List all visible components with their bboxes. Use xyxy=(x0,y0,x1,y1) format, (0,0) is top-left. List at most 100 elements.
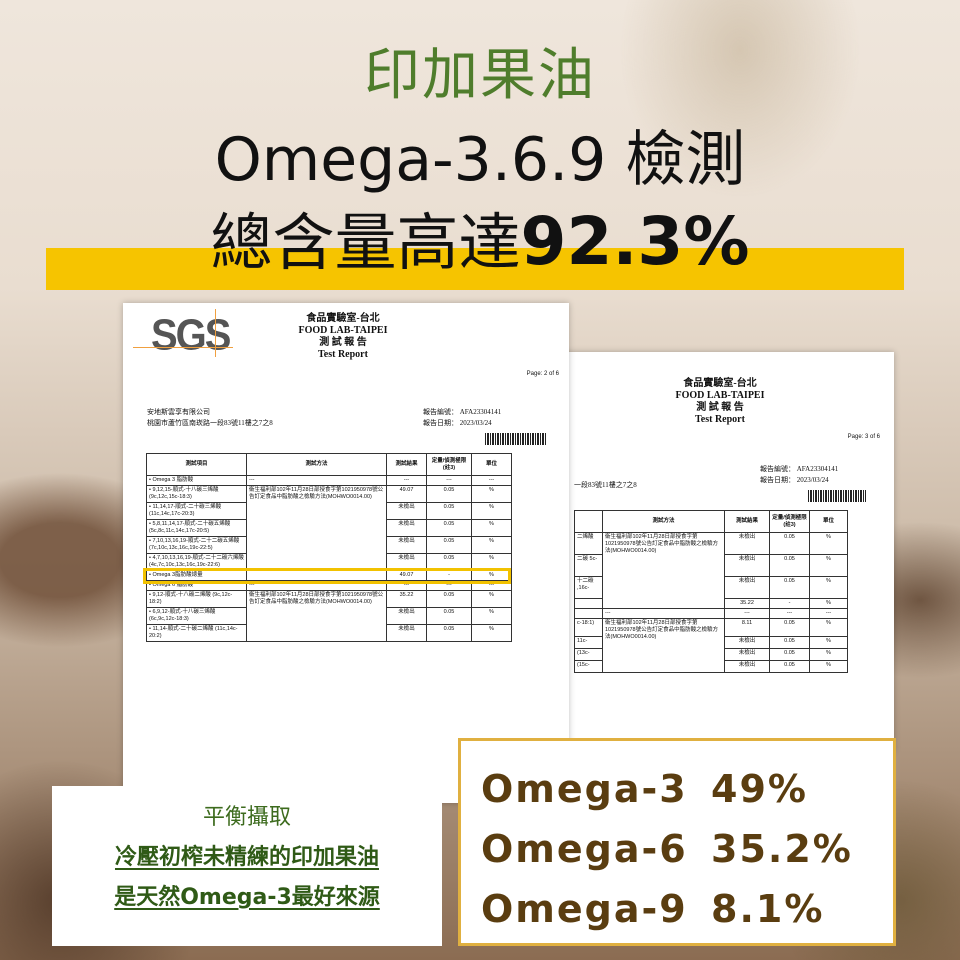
table-cell: 衛生福利部102年11月28日部授食字第1021950978號公告訂定食品中脂肪… xyxy=(602,618,725,673)
table-row: • 11,14-順式-二十碳二烯酸 (11c,14c-20:2) 未檢出 0.05% xyxy=(146,624,512,642)
table-cell: % xyxy=(471,536,512,554)
table-cell: % xyxy=(471,570,512,581)
table-cell: --- xyxy=(769,608,810,619)
table-cell: --- xyxy=(426,475,472,486)
total-content-title: 總含量高達92.3% xyxy=(0,203,960,280)
total-value: 92.3% xyxy=(520,203,750,280)
table-row: --- --- --- --- xyxy=(574,608,848,619)
company-info: 安地斯雲享有限公司 桃園市蘆竹區南崁路一段83號11樓之7之8 xyxy=(147,407,273,429)
table-cell: % xyxy=(471,624,512,642)
table-cell: 未檢出 xyxy=(386,553,427,571)
table-cell: 8.11 xyxy=(724,618,770,637)
table-cell: 0.05 xyxy=(426,607,472,625)
page-number: Page: 3 of 6 xyxy=(847,434,880,440)
table-cell: % xyxy=(809,576,848,599)
table-cell: % xyxy=(809,636,848,649)
table-cell: (15c- xyxy=(574,660,603,673)
table-row: c-18:1) 衛生福利部102年11月28日部授食字第1021950978號公告… xyxy=(574,618,848,673)
table-cell: 二烯酸 xyxy=(574,532,603,555)
table-cell: 0.05 xyxy=(426,624,472,642)
table-cell: % xyxy=(471,485,512,503)
table-row: • Omega 6 脂肪酸 --- --- --- --- xyxy=(146,580,512,591)
table-cell: 49.07 xyxy=(386,570,427,581)
table-cell: % xyxy=(471,502,512,520)
table-cell: % xyxy=(471,590,512,608)
title-zh: 測 試 報 告 xyxy=(696,402,744,413)
table-cell: --- xyxy=(471,580,512,591)
logo-line xyxy=(133,347,233,348)
note-heading: 平衡攝取 xyxy=(202,805,291,830)
omega-row: Omega-6 35.2% xyxy=(481,819,893,879)
table-cell: --- xyxy=(246,580,387,591)
table-cell: --- xyxy=(386,580,427,591)
omega-row: Omega-9 8.1% xyxy=(481,879,893,939)
table-row: • 9,12-順式-十八碳二烯酸 (9c,12c-18:2) 衛生福利部102年1… xyxy=(146,590,512,642)
table-cell: 0.05 xyxy=(769,648,810,661)
table-row: (15c- 未檢出 0.05% xyxy=(574,660,848,673)
column-header: 單位 xyxy=(471,453,512,476)
table-cell: • Omega 3脂肪酸總量 xyxy=(146,570,247,581)
table-cell: 0.05 xyxy=(769,532,810,555)
table-cell: c-18:1) xyxy=(574,618,603,637)
omega-name: Omega-6 xyxy=(481,827,688,871)
table-cell: 0.05 xyxy=(769,636,810,649)
column-header: 測試方法 xyxy=(246,453,387,476)
report-date: 2023/03/24 xyxy=(459,419,492,427)
title-zh: 測 試 報 告 xyxy=(319,337,367,348)
table-row: • 5,8,11,14,17-順式-二十碳五烯酸(5c,8c,11c,14c,1… xyxy=(146,519,512,537)
table-cell: • 11,14,17-順式-二十碳三烯酸(11c,14c,17c-20:3) xyxy=(146,502,247,520)
table-row: • Omega 3 脂肪酸 --- --- --- --- xyxy=(146,475,512,486)
table-cell: % xyxy=(809,660,848,673)
table-cell: 衛生福利部102年11月28日部授食字第1021950978號公告訂定食品中脂肪… xyxy=(602,532,725,609)
report-meta: 報告編號： AFA23304141 報告日期： 2023/03/24 xyxy=(423,407,501,429)
table-cell: 未檢出 xyxy=(386,519,427,537)
column-header xyxy=(574,510,603,533)
table-cell: --- xyxy=(809,608,848,619)
address: 桃園市蘆竹區南崁路一段83號11樓之7之8 xyxy=(147,419,273,427)
company: 安地斯雲享有限公司 xyxy=(147,408,210,416)
table-row: 二烯酸 衛生福利部102年11月28日部授食字第1021950978號公告訂定食品… xyxy=(574,532,848,609)
table-cell: 未檢出 xyxy=(724,554,770,577)
table-cell: 35.22 xyxy=(386,590,427,608)
table-cell xyxy=(574,608,603,619)
table-cell: (13c- xyxy=(574,648,603,661)
table-cell: % xyxy=(471,519,512,537)
table-cell: 0.05 xyxy=(426,485,472,503)
table-cell: • 4,7,10,13,16,19-順式-二十二碳六烯酸 (4c,7c,10c,… xyxy=(146,553,247,571)
barcode xyxy=(485,433,547,445)
sgs-logo: SGS xyxy=(151,310,231,360)
product-title: 印加果油 xyxy=(364,43,596,108)
table-cell: 未檢出 xyxy=(386,624,427,642)
table-cell: 未檢出 xyxy=(724,660,770,673)
report-date: 2023/03/24 xyxy=(796,476,829,484)
table-row: • 9,12,15-順式-十八碳三烯酸 (9c,12c,15c-18:3) 衛生福… xyxy=(146,485,512,581)
report-no: AFA23304141 xyxy=(796,465,839,473)
omega-row: Omega-3 49% xyxy=(481,759,893,819)
table-cell: 0.05 xyxy=(426,502,472,520)
report-header: 食品實驗室-台北 FOOD LAB-TAIPEI 測 試 報 告 Test Re… xyxy=(620,378,820,426)
lab-zh: 食品實驗室-台北 xyxy=(683,378,757,389)
table-row: • 11,14,17-順式-二十碳三烯酸(11c,14c,17c-20:3) 未檢… xyxy=(146,502,512,520)
table-cell: 49.07 xyxy=(386,485,427,503)
report-no-label: 報告編號： xyxy=(423,408,458,416)
title-en: Test Report xyxy=(695,414,745,425)
table-cell: % xyxy=(471,553,512,571)
table-cell: --- xyxy=(386,475,427,486)
table-cell: --- xyxy=(426,580,472,591)
omega-name: Omega-9 xyxy=(481,887,688,931)
table-cell: % xyxy=(471,607,512,625)
column-header: 測試方法 xyxy=(602,510,725,533)
report-header: 食品實驗室-台北 FOOD LAB-TAIPEI 測 試 報 告 Test Re… xyxy=(243,313,443,361)
table-cell: 未檢出 xyxy=(724,576,770,599)
table-cell: 未檢出 xyxy=(386,536,427,554)
table-cell: 衛生福利部102年11月28日部授食字第1021950978號公告訂定食品中脂肪… xyxy=(246,590,387,642)
table-cell: 0.05 xyxy=(426,519,472,537)
table-cell: % xyxy=(809,618,848,637)
table-row: (13c- 未檢出 0.05% xyxy=(574,648,848,661)
column-header: 定量/偵測極限(註3) xyxy=(426,453,472,476)
table-cell: 0.05 xyxy=(769,660,810,673)
table-cell: • 6,9,12-順式-十八碳三烯酸 (6c,9c,12c-18:3) xyxy=(146,607,247,625)
table-cell: % xyxy=(809,598,848,609)
column-header: 測試項目 xyxy=(146,453,247,476)
table-cell: --- xyxy=(246,475,387,486)
